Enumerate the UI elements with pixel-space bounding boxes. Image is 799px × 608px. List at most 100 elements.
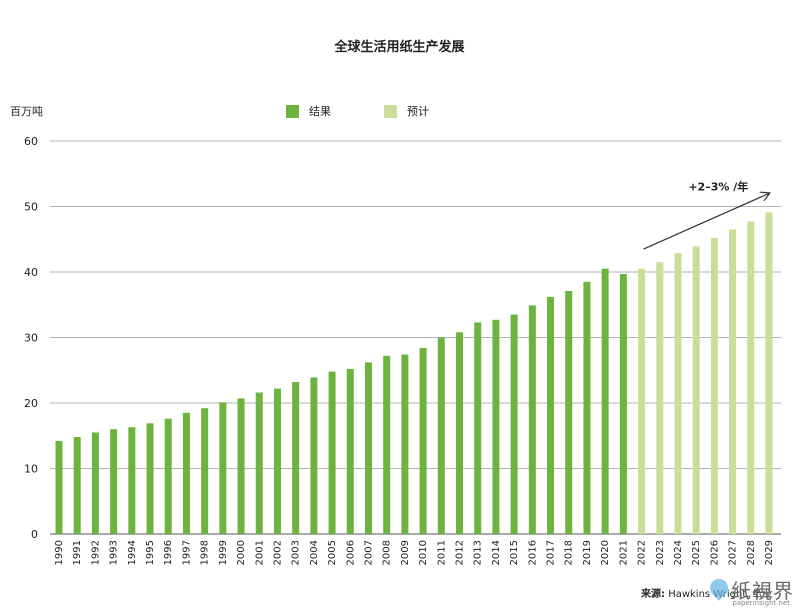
bar-actual bbox=[401, 354, 409, 534]
bar-actual bbox=[255, 392, 263, 534]
watermark: 纸視界 paperinsight.net bbox=[706, 573, 798, 607]
bar-actual bbox=[346, 368, 354, 534]
x-tick-label: 1996 bbox=[163, 540, 174, 565]
legend-label-forecast: 预计 bbox=[407, 105, 429, 118]
legend-item-actual: 结果 bbox=[286, 103, 331, 119]
x-tick-label: 1999 bbox=[218, 540, 229, 565]
bar-actual bbox=[110, 429, 118, 534]
x-tick-label: 2006 bbox=[345, 540, 356, 565]
bar-forecast bbox=[674, 253, 682, 534]
bar-actual bbox=[456, 332, 464, 534]
bar-forecast bbox=[656, 262, 664, 534]
y-tick-labels: 0 10 20 30 40 50 60 bbox=[24, 135, 38, 541]
bar-actual bbox=[474, 322, 482, 534]
bars bbox=[55, 212, 773, 535]
x-tick-labels: 1990 1991 1992 1993 1994 1995 1996 1997 1998 1999… bbox=[54, 540, 775, 565]
bar-actual bbox=[201, 408, 209, 534]
bar-actual bbox=[146, 423, 154, 534]
y-tick-label: 30 bbox=[24, 332, 38, 345]
legend-item-forecast: 预计 bbox=[384, 103, 429, 119]
bar-actual bbox=[273, 388, 281, 534]
bar-actual bbox=[619, 273, 627, 534]
legend-swatch-forecast bbox=[384, 104, 397, 118]
bar-actual bbox=[164, 418, 172, 534]
x-tick-label: 2024 bbox=[673, 540, 684, 565]
x-tick-label: 2007 bbox=[363, 540, 374, 565]
x-tick-label: 2004 bbox=[309, 540, 320, 565]
watermark-text: 纸視界 bbox=[731, 579, 794, 603]
bar-actual bbox=[419, 347, 427, 534]
bar-actual bbox=[547, 296, 555, 534]
x-tick-label: 2003 bbox=[291, 540, 302, 565]
bar-actual bbox=[237, 398, 245, 534]
watermark-url: paperinsight.net bbox=[732, 599, 790, 607]
bar-actual bbox=[55, 440, 63, 534]
x-tick-label: 2029 bbox=[764, 540, 775, 565]
y-tick-label: 40 bbox=[24, 266, 38, 279]
x-tick-label: 2015 bbox=[509, 540, 520, 565]
bar-actual bbox=[364, 362, 372, 534]
bar-actual bbox=[328, 371, 336, 534]
bar-actual bbox=[292, 382, 300, 534]
bar-actual bbox=[73, 437, 81, 534]
bar-actual bbox=[219, 402, 227, 534]
x-tick-label: 2018 bbox=[564, 540, 575, 565]
bar-actual bbox=[182, 412, 190, 534]
x-tick-label: 2020 bbox=[600, 540, 611, 565]
bar-forecast bbox=[747, 221, 755, 534]
growth-arrow bbox=[643, 193, 769, 250]
bar-actual bbox=[492, 319, 500, 534]
x-tick-label: 2005 bbox=[327, 540, 338, 565]
y-tick-label: 0 bbox=[31, 528, 38, 541]
x-tick-label: 2022 bbox=[637, 540, 648, 565]
x-tick-label: 2027 bbox=[728, 540, 739, 565]
bar-actual bbox=[601, 268, 609, 534]
bar-actual bbox=[437, 337, 445, 534]
bar-actual bbox=[310, 377, 318, 534]
x-tick-label: 2009 bbox=[400, 540, 411, 565]
x-tick-label: 2008 bbox=[382, 540, 393, 565]
y-axis-unit-label: 百万吨 bbox=[10, 105, 43, 118]
bar-actual bbox=[383, 355, 391, 534]
x-tick-label: 1994 bbox=[127, 540, 138, 565]
y-tick-label: 50 bbox=[24, 201, 38, 214]
gridlines bbox=[50, 140, 781, 535]
bar-actual bbox=[91, 432, 99, 534]
growth-rate-label: +2–3% /年 bbox=[688, 179, 748, 193]
x-tick-label: 2028 bbox=[746, 540, 757, 565]
y-tick-label: 20 bbox=[24, 397, 38, 410]
x-tick-label: 2016 bbox=[527, 540, 538, 565]
legend-swatch-actual bbox=[286, 104, 299, 118]
bar-forecast bbox=[710, 237, 718, 534]
bar-forecast bbox=[765, 212, 773, 534]
source-label: 来源: bbox=[641, 589, 665, 600]
x-tick-label: 1998 bbox=[200, 540, 211, 565]
bar-actual bbox=[583, 281, 591, 534]
x-tick-label: 2013 bbox=[473, 540, 484, 565]
bar-forecast bbox=[692, 246, 700, 534]
y-tick-label: 10 bbox=[24, 463, 38, 476]
bar-forecast bbox=[638, 268, 646, 534]
x-tick-label: 2001 bbox=[254, 540, 265, 565]
x-tick-label: 2025 bbox=[691, 540, 702, 565]
bar-actual bbox=[128, 427, 136, 534]
legend-label-actual: 结果 bbox=[309, 105, 331, 118]
bar-actual bbox=[565, 290, 573, 534]
x-tick-label: 2010 bbox=[418, 540, 429, 565]
x-tick-label: 1991 bbox=[72, 540, 83, 565]
x-tick-label: 1992 bbox=[90, 540, 101, 565]
x-tick-label: 1997 bbox=[181, 540, 192, 565]
x-tick-label: 2026 bbox=[709, 540, 720, 565]
bar-actual bbox=[528, 305, 536, 534]
x-tick-label: 2002 bbox=[272, 540, 283, 565]
watermark-drop-icon bbox=[706, 575, 732, 601]
x-tick-label: 1995 bbox=[145, 540, 156, 565]
y-tick-label: 60 bbox=[24, 135, 38, 148]
x-tick-label: 1990 bbox=[54, 540, 65, 565]
bar-forecast bbox=[729, 229, 737, 535]
growth-annotation: +2–3% /年 bbox=[643, 179, 769, 250]
x-tick-label: 1993 bbox=[109, 540, 120, 565]
x-tick-label: 2011 bbox=[436, 540, 447, 565]
